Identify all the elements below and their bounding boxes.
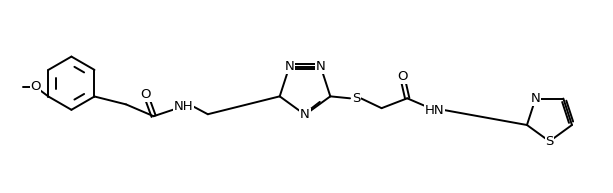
Text: N: N (316, 60, 326, 73)
Text: N: N (531, 92, 541, 105)
Text: N: N (300, 108, 310, 121)
Text: N: N (284, 60, 294, 73)
Text: HN: HN (425, 104, 444, 117)
Text: S: S (546, 135, 554, 148)
Text: NH: NH (173, 100, 193, 113)
Text: O: O (140, 88, 151, 101)
Text: O: O (30, 80, 41, 93)
Text: O: O (397, 70, 408, 83)
Text: S: S (352, 92, 360, 105)
